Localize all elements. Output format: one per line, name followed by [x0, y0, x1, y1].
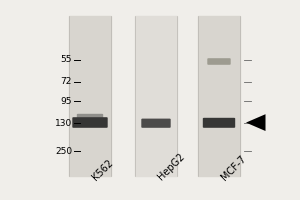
- Polygon shape: [246, 114, 266, 131]
- Bar: [135, 16, 177, 176]
- FancyBboxPatch shape: [72, 117, 108, 128]
- FancyBboxPatch shape: [203, 118, 235, 128]
- Text: K562: K562: [90, 157, 115, 182]
- Text: 55: 55: [61, 55, 72, 64]
- Text: HepG2: HepG2: [156, 151, 187, 182]
- Bar: [69, 16, 111, 176]
- Text: 130: 130: [55, 118, 72, 128]
- FancyBboxPatch shape: [141, 119, 171, 128]
- FancyBboxPatch shape: [207, 58, 231, 65]
- Text: 72: 72: [61, 77, 72, 86]
- FancyBboxPatch shape: [77, 114, 103, 120]
- Text: MCF-7: MCF-7: [219, 153, 248, 182]
- Text: 250: 250: [55, 146, 72, 156]
- Text: 95: 95: [61, 97, 72, 106]
- Bar: [198, 16, 240, 176]
